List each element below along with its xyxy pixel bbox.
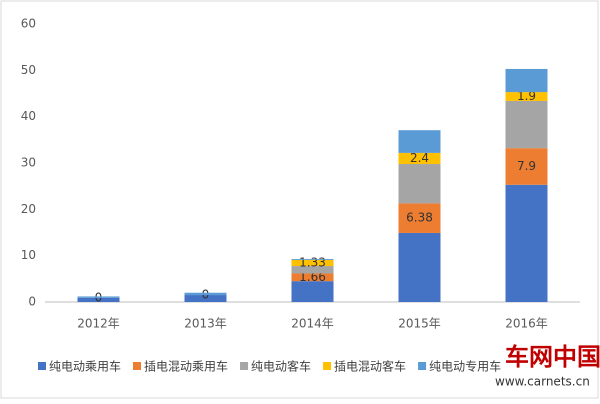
- bar-segment: [505, 68, 548, 93]
- data-label: 1.9: [517, 89, 536, 103]
- bar-segment: [505, 100, 548, 149]
- x-tick-label: 2015年: [398, 317, 441, 331]
- data-label: 2.4: [410, 151, 429, 165]
- y-tick-label: 10: [21, 248, 36, 262]
- legend-swatch: [418, 362, 427, 370]
- bar-segment: [291, 266, 334, 274]
- bar-segment: [398, 164, 441, 204]
- bar-segment: [505, 92, 548, 101]
- bar-segment: [505, 148, 548, 185]
- y-tick-label: 40: [21, 109, 36, 123]
- legend-swatch: [240, 362, 249, 370]
- x-tick-label: 2014年: [291, 317, 334, 331]
- bar-segment: [77, 297, 120, 302]
- bar-segment: [291, 273, 334, 282]
- y-tick-label: 0: [28, 295, 36, 309]
- y-tick-label: 30: [21, 156, 36, 170]
- legend-label: 插电混动客车: [334, 359, 406, 374]
- data-label: 6.38: [406, 211, 433, 225]
- data-label: 7.9: [517, 159, 536, 173]
- bar-segment: [291, 281, 334, 302]
- legend-label: 插电混动乘用车: [144, 359, 228, 374]
- bar-segment: [398, 203, 441, 233]
- legend-label: 纯电动专用车: [429, 359, 501, 374]
- bar-segment: [291, 259, 334, 267]
- bar-segment: [184, 295, 227, 302]
- data-label: 1.33: [299, 255, 326, 269]
- x-tick-label: 2012年: [77, 317, 120, 331]
- watermark-title: 车网中国: [505, 343, 600, 371]
- legend-label: 纯电动客车: [251, 359, 311, 374]
- bar-segment: [291, 258, 334, 260]
- watermark-url: www.carnets.cn: [495, 375, 590, 389]
- bar-segment: [77, 296, 120, 298]
- bar-segment: [184, 292, 227, 296]
- legend-label: 纯电动乘用车: [49, 359, 121, 374]
- y-tick-label: 60: [21, 17, 36, 31]
- x-tick-label: 2013年: [184, 317, 227, 331]
- bar-segment: [398, 130, 441, 153]
- y-tick-label: 50: [21, 63, 36, 77]
- bar-segment: [398, 232, 441, 302]
- legend-swatch: [133, 362, 142, 370]
- x-tick-label: 2016年: [505, 317, 548, 331]
- bar-segment: [398, 152, 441, 165]
- bar-segment: [505, 184, 548, 302]
- legend-swatch: [323, 362, 332, 370]
- y-tick-label: 20: [21, 202, 36, 216]
- legend-swatch: [38, 362, 46, 370]
